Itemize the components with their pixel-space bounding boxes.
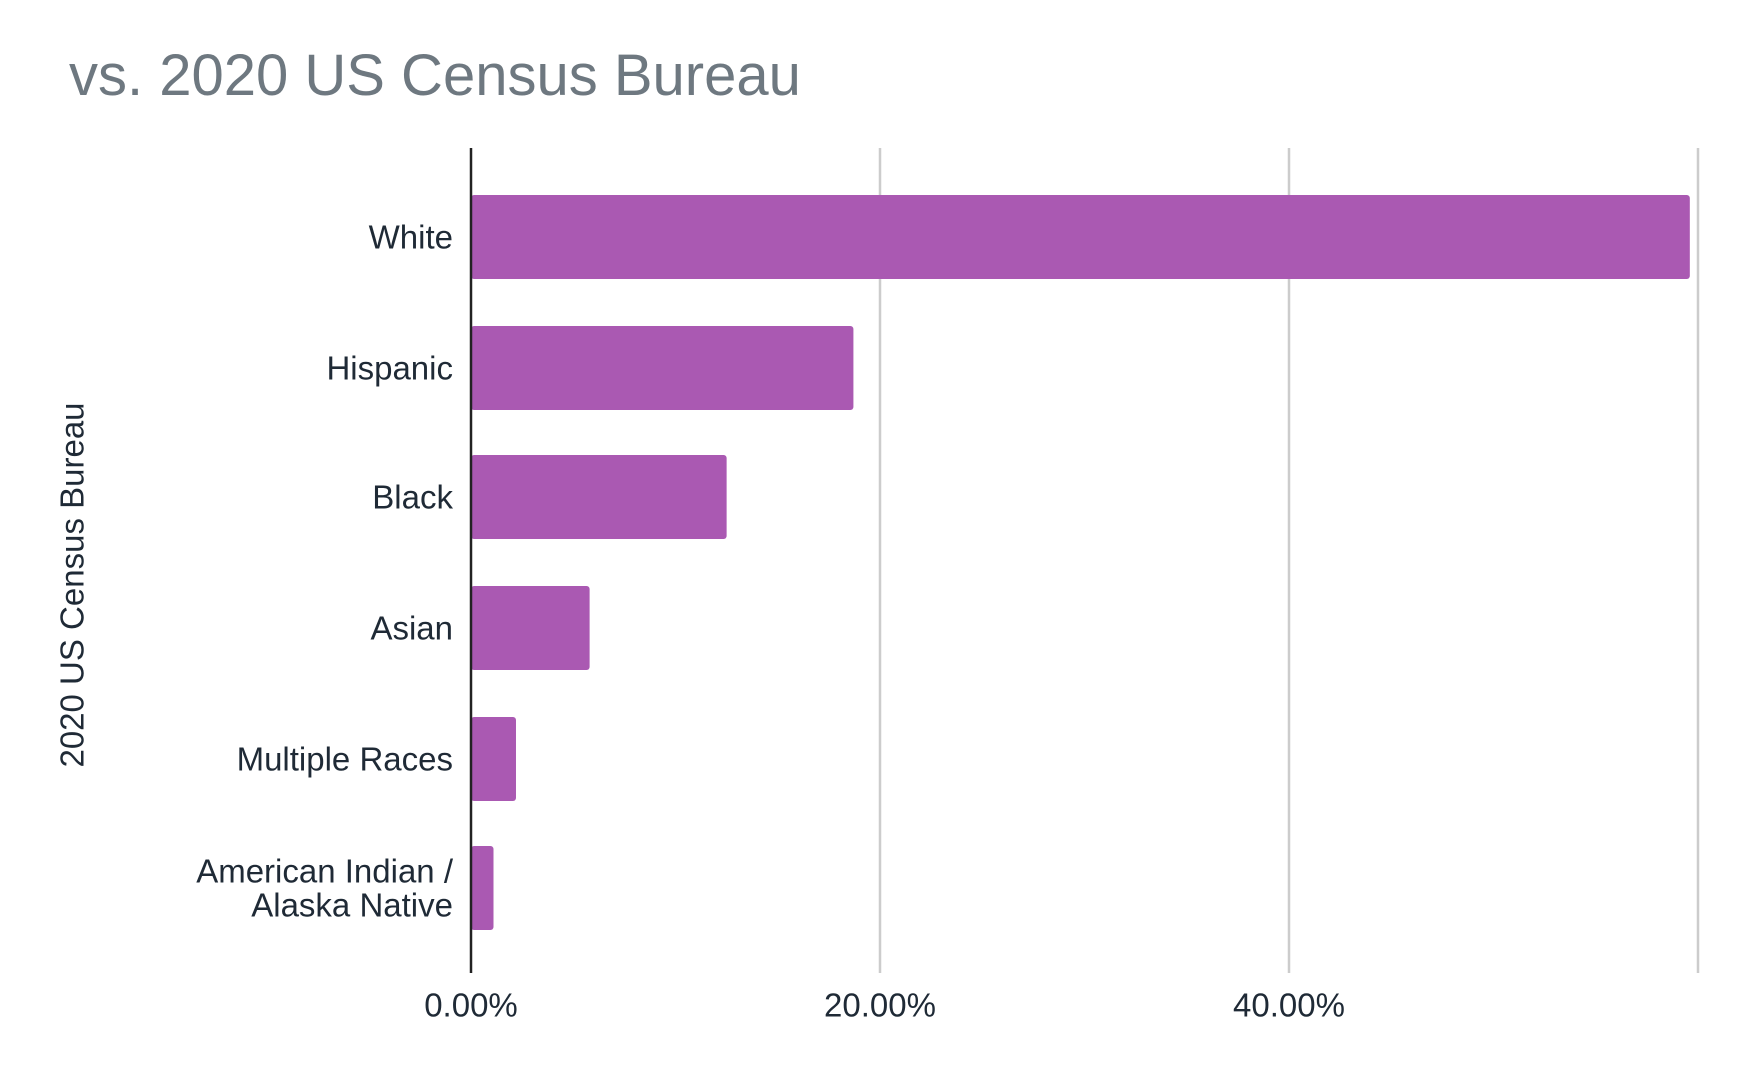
category-label-3: Asian [370, 610, 453, 647]
category-label-5-line-0: American Indian / [196, 853, 454, 890]
bar-1 [471, 326, 854, 410]
category-label-0: White [369, 219, 453, 256]
category-label-4: Multiple Races [237, 741, 453, 778]
x-tick-label-1: 20.00% [824, 987, 936, 1024]
bars [471, 195, 1690, 930]
bar-2 [471, 455, 727, 539]
bar-3 [471, 586, 590, 670]
bar-4 [471, 717, 516, 801]
bar-5 [471, 846, 494, 930]
bar-0 [471, 195, 1690, 279]
category-label-5-line-1: Alaska Native [251, 887, 453, 924]
x-tick-label-0: 0.00% [424, 987, 518, 1024]
category-label-2: Black [372, 479, 453, 516]
labels: White Hispanic Black Asian Multiple Races Ame… [54, 219, 1345, 1024]
chart-title: vs. 2020 US Census Bureau [69, 43, 801, 108]
x-tick-label-2: 40.00% [1233, 987, 1345, 1024]
category-label-1: Hispanic [326, 350, 453, 387]
gridlines [878, 148, 1700, 973]
y-axis-title: 2020 US Census Bureau [54, 402, 91, 767]
